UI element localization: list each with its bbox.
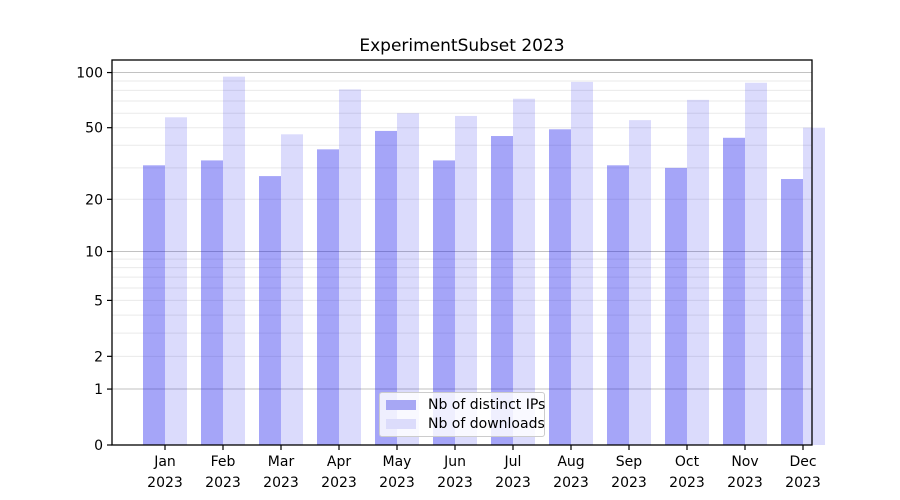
x-tick-label-month: Feb: [211, 454, 236, 470]
bar-distinct-ips-sep: [607, 165, 629, 446]
x-tick-label-month: Dec: [789, 454, 816, 470]
x-tick-label-year: 2023: [379, 475, 415, 491]
x-tick-label-year: 2023: [321, 475, 357, 491]
bar-downloads-sep: [629, 120, 651, 446]
legend-swatch-distinct-ips: [386, 400, 416, 410]
x-tick-label-month: Mar: [268, 454, 295, 470]
bar-distinct-ips-dec: [781, 179, 803, 446]
x-tick-label-year: 2023: [727, 475, 763, 491]
y-tick-label: 2: [94, 349, 103, 365]
bar-downloads-nov: [745, 82, 767, 446]
bar-downloads-jun: [455, 115, 477, 446]
x-tick-label-month: Jul: [504, 454, 522, 470]
x-tick-label-year: 2023: [437, 475, 473, 491]
y-tick-label: 10: [85, 244, 103, 260]
x-tick-label-year: 2023: [553, 475, 589, 491]
x-tick-label-year: 2023: [495, 475, 531, 491]
x-tick-label-month: Oct: [675, 454, 700, 470]
legend-item-downloads: Nb of downloads: [386, 415, 545, 433]
x-tick-label-month: May: [383, 454, 412, 470]
legend-swatch-downloads: [386, 419, 416, 429]
legend-label-downloads: Nb of downloads: [428, 416, 545, 432]
x-tick-label-year: 2023: [669, 475, 705, 491]
chart-title: ExperimentSubset 2023: [359, 36, 565, 56]
y-tick-label: 100: [76, 66, 103, 82]
y-tick-label: 50: [85, 121, 103, 137]
bar-distinct-ips-jul: [491, 136, 513, 445]
bar-distinct-ips-feb: [201, 160, 223, 445]
x-tick-label-year: 2023: [785, 475, 821, 491]
x-tick-label-year: 2023: [611, 475, 647, 491]
bar-downloads-mar: [281, 134, 303, 445]
legend: Nb of distinct IPs Nb of downloads: [379, 392, 545, 437]
bar-downloads-oct: [687, 99, 709, 445]
bar-distinct-ips-jun: [433, 160, 455, 445]
bar-distinct-ips-aug: [549, 129, 571, 445]
x-tick-label-month: Apr: [327, 454, 351, 470]
x-tick-label-month: Aug: [557, 454, 584, 470]
bar-distinct-ips-nov: [723, 137, 745, 446]
bar-downloads-dec: [803, 127, 825, 445]
bar-downloads-apr: [339, 89, 361, 446]
x-tick-label-month: Jan: [153, 454, 176, 470]
plot-frame: [111, 59, 813, 446]
legend-item-distinct-ips: Nb of distinct IPs: [386, 396, 545, 414]
x-tick-label-year: 2023: [205, 475, 241, 491]
x-tick-label-month: Sep: [616, 454, 643, 470]
y-tick-label: 5: [94, 293, 103, 309]
bar-downloads-jul: [513, 98, 535, 445]
bar-distinct-ips-apr: [317, 149, 339, 445]
bar-distinct-ips-oct: [665, 167, 687, 445]
bar-downloads-jan: [165, 117, 187, 445]
x-tick-label-year: 2023: [263, 475, 299, 491]
bar-distinct-ips-mar: [259, 176, 281, 445]
x-tick-label-month: Jun: [443, 454, 466, 470]
y-tick-label: 0: [94, 438, 103, 454]
bar-downloads-feb: [223, 76, 245, 445]
y-tick-label: 20: [85, 192, 103, 208]
bar-distinct-ips-may: [375, 130, 397, 445]
y-tick-label: 1: [94, 382, 103, 398]
x-tick-label-year: 2023: [147, 475, 183, 491]
bar-distinct-ips-jan: [143, 165, 165, 446]
legend-label-distinct-ips: Nb of distinct IPs: [428, 397, 546, 413]
bar-downloads-may: [397, 113, 419, 445]
x-tick-label-month: Nov: [731, 454, 758, 470]
bar-downloads-aug: [571, 81, 593, 446]
